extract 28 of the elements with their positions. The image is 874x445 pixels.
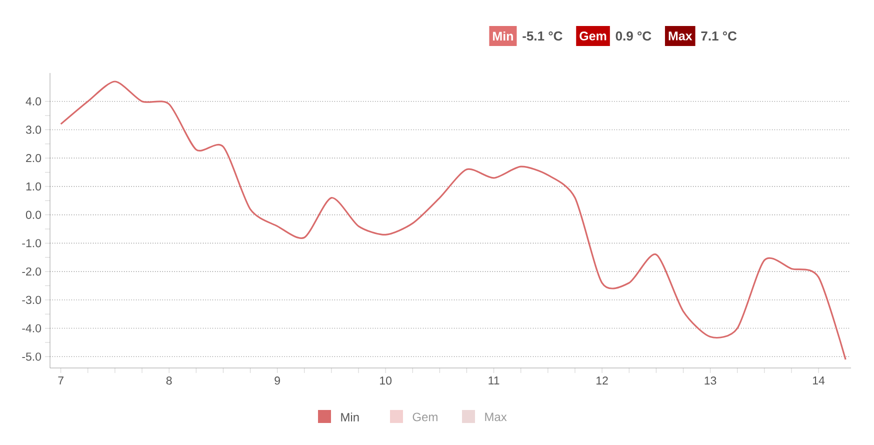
y-tick-label: -1.0 (22, 239, 42, 248)
y-tick-label: 1.0 (26, 182, 42, 191)
text: Gem (580, 32, 606, 40)
y-tick-label: -2.0 (22, 267, 42, 276)
x-tick-label: 7 (58, 376, 64, 384)
x-tick-label: 10 (380, 376, 392, 385)
y-tick-label: 3.0 (26, 126, 42, 134)
text: 7.1 °C (701, 31, 737, 41)
text: -5.1 °C (522, 31, 562, 41)
y-tick-label: -5.0 (22, 352, 42, 361)
y-tick-label: 0.0 (26, 210, 42, 219)
legend-label: Min (341, 412, 359, 422)
legend-label: Max (485, 412, 507, 422)
text: Max (668, 32, 692, 40)
x-tick-label: 14 (813, 376, 825, 384)
text: Min (493, 31, 513, 41)
y-tick-label: 2.0 (26, 154, 42, 162)
x-tick-label: 12 (596, 376, 608, 385)
x-tick-label: 13 (704, 376, 716, 385)
y-tick-label: -3.0 (22, 296, 42, 304)
x-tick-label: 11 (488, 376, 500, 384)
text: 0.9 °C (616, 31, 652, 41)
y-tick-label: 4.0 (26, 97, 42, 106)
legend-label: Gem (412, 412, 438, 422)
x-tick-label: 9 (274, 376, 280, 385)
line-series (60, 80, 846, 360)
y-tick-label: -4.0 (22, 324, 42, 332)
x-tick-label: 8 (166, 376, 172, 385)
